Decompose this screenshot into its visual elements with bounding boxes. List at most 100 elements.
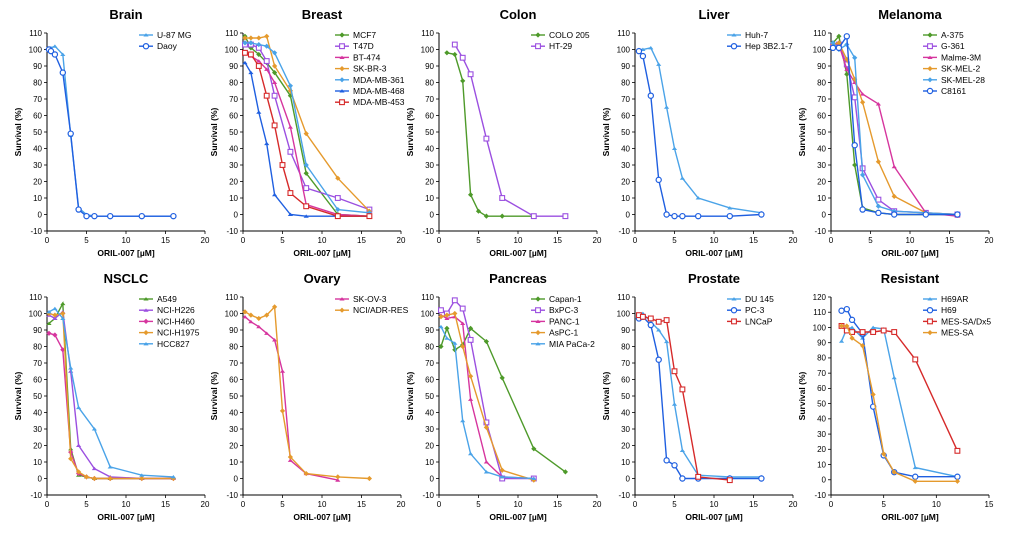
legend-entry: Daoy [139,41,178,51]
legend-marker [927,55,933,59]
x-tick-label: 15 [749,500,758,509]
series-line [832,34,958,216]
y-tick-label: 0 [38,474,43,483]
data-point [849,335,855,341]
legend-label: Daoy [157,41,178,51]
legend-marker [339,307,345,313]
series-line [440,326,566,473]
y-tick-label: 50 [425,128,434,137]
data-point [460,78,466,84]
y-tick-label: 90 [229,62,238,71]
y-tick-label: 60 [425,111,434,120]
data-point [954,473,961,480]
series-mes-sa-dx5 [838,322,961,454]
data-point [76,469,82,475]
series-line [841,325,958,482]
legend-marker [927,318,933,325]
data-point [264,33,270,39]
legend-marker [731,33,737,37]
legend-label: A-375 [941,30,964,40]
data-point [844,323,850,329]
y-axis-label: Survival (%) [13,108,23,157]
panel-title: Pancreas [489,271,547,286]
data-point [256,41,262,48]
data-point [655,318,662,325]
legend-marker [926,87,934,95]
data-point [272,192,278,197]
legend-entry: T47D [335,41,374,51]
y-tick-label: 110 [421,29,434,38]
y-tick-label: 90 [817,62,826,71]
x-tick-label: 20 [397,500,406,509]
legend-marker [143,341,149,346]
x-tick-label: 0 [437,500,442,509]
y-axis-label: Survival (%) [405,108,415,157]
y-tick-label: 90 [33,326,42,335]
series-du-145 [636,311,764,479]
legend-label: MCF7 [353,30,376,40]
series-hcc827 [46,306,176,479]
legend-marker [142,43,150,50]
x-tick-label: 0 [829,236,834,245]
legend-entry: Capan-1 [531,294,582,304]
data-point [483,460,489,464]
legend-marker [731,297,737,301]
data-point [264,141,270,146]
chart-panel-resistant: Resistant-100102030405060708090100110120… [797,271,994,522]
x-tick-label: 20 [789,236,798,245]
data-point [875,203,881,209]
y-tick-label: 0 [38,210,43,219]
data-point [52,332,58,338]
legend-label: LNCaP [745,316,773,326]
data-point [860,99,866,105]
legend-marker [535,32,541,38]
legend-label: A549 [157,294,177,304]
data-point [499,195,506,201]
y-tick-label: 100 [29,45,43,54]
legend-entry: Huh-7 [727,30,768,40]
y-tick-label: 70 [621,95,630,104]
data-point [263,92,270,99]
legend-label: NCI-H460 [157,316,195,326]
data-point [438,343,444,350]
data-point [287,454,293,460]
legend-label: HT-29 [549,41,572,51]
legend-entry: MIA PaCa-2 [531,339,595,349]
legend-marker [143,330,149,336]
data-point [67,130,74,137]
data-point [875,209,882,217]
series-line [440,314,534,480]
data-point [912,478,918,484]
x-tick-label: 20 [985,236,994,245]
data-point [91,466,97,471]
x-tick-label: 20 [201,236,210,245]
y-tick-label: 10 [425,194,434,203]
y-tick-label: 20 [425,177,434,186]
y-tick-label: 60 [229,375,238,384]
data-point [242,314,248,319]
y-tick-label: 0 [626,210,631,219]
data-point [83,212,90,220]
data-point [335,474,341,480]
legend-label: HCC827 [157,339,190,349]
y-tick-label: 20 [33,441,42,450]
y-tick-label: 10 [33,458,42,467]
series-line [639,46,762,214]
legend-entry: SK-BR-3 [335,64,387,74]
data-point [451,41,458,48]
y-tick-label: 50 [817,399,826,408]
data-point [499,467,505,473]
data-point [875,196,882,203]
x-tick-label: 5 [881,500,886,509]
data-point [870,391,876,398]
y-tick-label: 50 [229,392,238,401]
y-tick-label: 60 [425,375,434,384]
data-point [287,458,293,462]
data-point [303,131,309,137]
data-point [859,329,866,335]
legend-label: G-361 [941,41,965,51]
y-tick-label: 70 [817,95,826,104]
y-tick-label: 100 [813,323,827,332]
